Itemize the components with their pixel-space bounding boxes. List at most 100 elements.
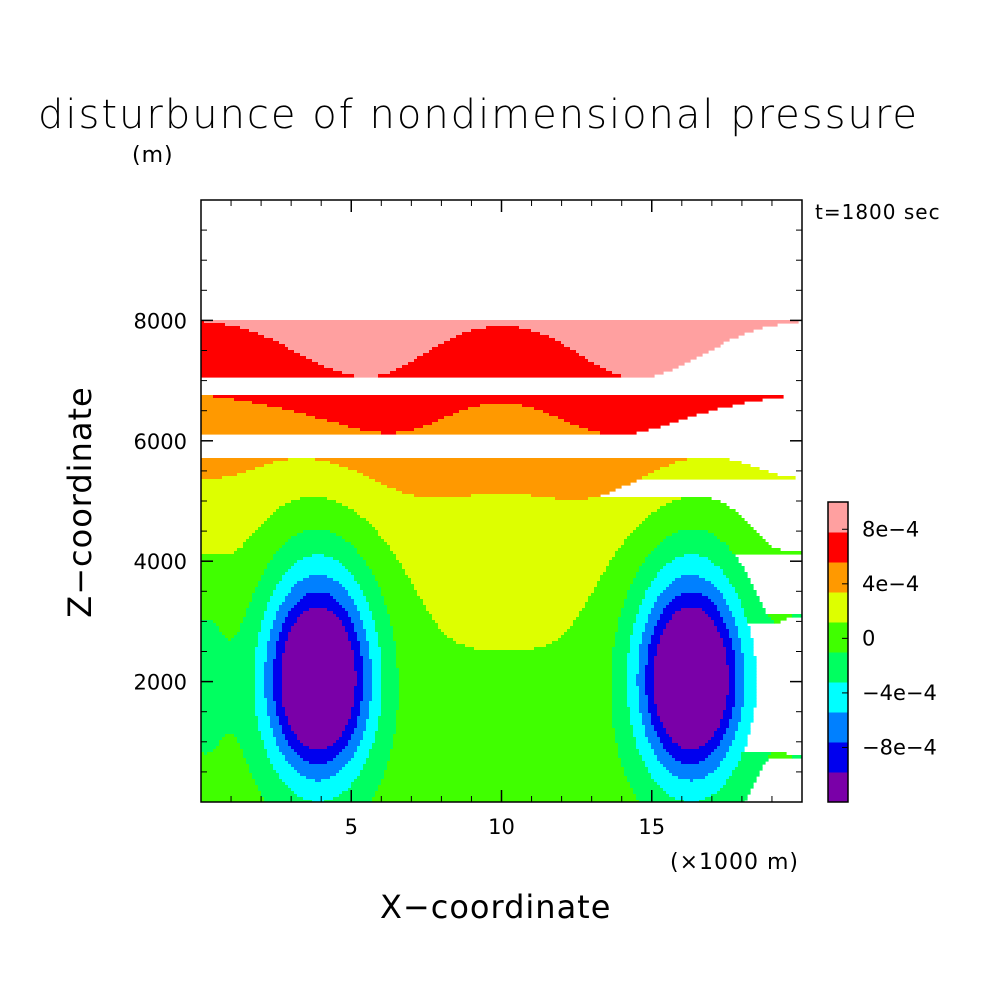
- contour-cell: [363, 734, 376, 738]
- contour-cell: [360, 611, 373, 615]
- contour-cell: [261, 794, 298, 798]
- contour-cell: [654, 689, 730, 693]
- contour-cell: [369, 755, 391, 759]
- contour-cell: [351, 710, 361, 714]
- contour-cell: [279, 632, 289, 636]
- contour-cell: [612, 686, 628, 690]
- contour-cell: [651, 743, 664, 747]
- contour-cell: [735, 617, 748, 621]
- contour-cell: [291, 590, 349, 594]
- contour-cell: [627, 683, 637, 687]
- contour-cell: [594, 587, 631, 591]
- contour-cell: [201, 767, 250, 771]
- contour-cell: [381, 695, 400, 699]
- contour-cell: [741, 647, 754, 651]
- contour-cell: [378, 716, 397, 720]
- contour-cell: [666, 626, 718, 630]
- contour-cell: [216, 746, 241, 750]
- contour-cell: [720, 740, 733, 744]
- contour-cell: [645, 590, 664, 594]
- contour-cell: [387, 605, 427, 609]
- contour-cell: [630, 533, 673, 537]
- contour-cell: [639, 704, 649, 708]
- contour-cell: [714, 602, 727, 606]
- contour-cell: [339, 737, 352, 741]
- contour-cell: [633, 632, 643, 636]
- contour-cell: [741, 716, 754, 720]
- contour-cell: [741, 605, 763, 609]
- contour-cell: [201, 752, 205, 756]
- contour-cell: [270, 599, 286, 603]
- contour-cell: [615, 737, 637, 741]
- contour-cell: [711, 560, 739, 564]
- contour-cell: [648, 698, 655, 702]
- contour-cell: [306, 593, 331, 597]
- contour-cell: [270, 629, 283, 633]
- contour-cell: [729, 722, 739, 726]
- contour-cell: [729, 665, 736, 669]
- contour-cell: [285, 644, 352, 648]
- contour-cell: [588, 497, 682, 501]
- contour-cell: [348, 638, 358, 642]
- contour-cell: [414, 359, 589, 363]
- contour-cell: [201, 734, 226, 738]
- contour-cell: [612, 680, 628, 684]
- contour-cell: [639, 692, 646, 696]
- contour-cell: [270, 758, 286, 762]
- contour-cell: [645, 725, 655, 729]
- contour-cell: [255, 650, 268, 654]
- contour-cell: [363, 695, 373, 699]
- contour-cell: [276, 611, 289, 615]
- contour-cell: [636, 620, 649, 624]
- contour-cell: [291, 626, 346, 630]
- contour-cell: [369, 752, 391, 756]
- contour-cell: [612, 722, 631, 726]
- contour-cell: [354, 509, 658, 513]
- contour-cell: [396, 725, 613, 729]
- contour-cell: [645, 623, 658, 627]
- contour-cell: [669, 464, 751, 468]
- contour-cell: [312, 800, 325, 802]
- contour-cell: [261, 623, 274, 627]
- contour-cell: [201, 569, 265, 573]
- contour-cell: [363, 674, 373, 678]
- contour-cell: [735, 668, 745, 672]
- contour-cell: [255, 683, 265, 687]
- contour-cell: [390, 545, 622, 549]
- contour-cell: [201, 419, 328, 423]
- contour-cell: [570, 626, 619, 630]
- contour-cell: [372, 695, 382, 699]
- contour-cell: [252, 599, 271, 603]
- contour-cell: [657, 710, 724, 714]
- contour-cell: [264, 743, 277, 747]
- contour-cell: [357, 548, 391, 552]
- contour-cell: [354, 575, 376, 579]
- contour-cell: [348, 719, 358, 723]
- contour-cell: [372, 746, 394, 750]
- contour-cell: [315, 416, 445, 420]
- contour-cell: [267, 641, 277, 645]
- contour-cell: [300, 773, 337, 777]
- contour-cell: [342, 563, 367, 567]
- contour-cell: [252, 773, 280, 777]
- contour-cell: [201, 785, 259, 789]
- contour-cell: [585, 605, 625, 609]
- contour-cell: [384, 599, 424, 603]
- contour-cell: [342, 620, 352, 624]
- contour-cell: [612, 713, 631, 717]
- contour-cell: [288, 785, 352, 789]
- contour-cell: [219, 740, 238, 744]
- contour-cell: [744, 686, 757, 690]
- contour-cell: [648, 740, 661, 744]
- contour-cell: [642, 602, 655, 606]
- contour-cell: [705, 797, 748, 801]
- contour-cell: [288, 569, 349, 573]
- contour-cell: [678, 530, 709, 534]
- contour-cell: [285, 707, 352, 711]
- contour-cell: [741, 710, 754, 714]
- contour-cell: [294, 623, 343, 627]
- contour-cell: [648, 704, 658, 708]
- contour-cell: [267, 755, 286, 759]
- contour-cell: [357, 725, 367, 729]
- contour-cell: [252, 401, 745, 405]
